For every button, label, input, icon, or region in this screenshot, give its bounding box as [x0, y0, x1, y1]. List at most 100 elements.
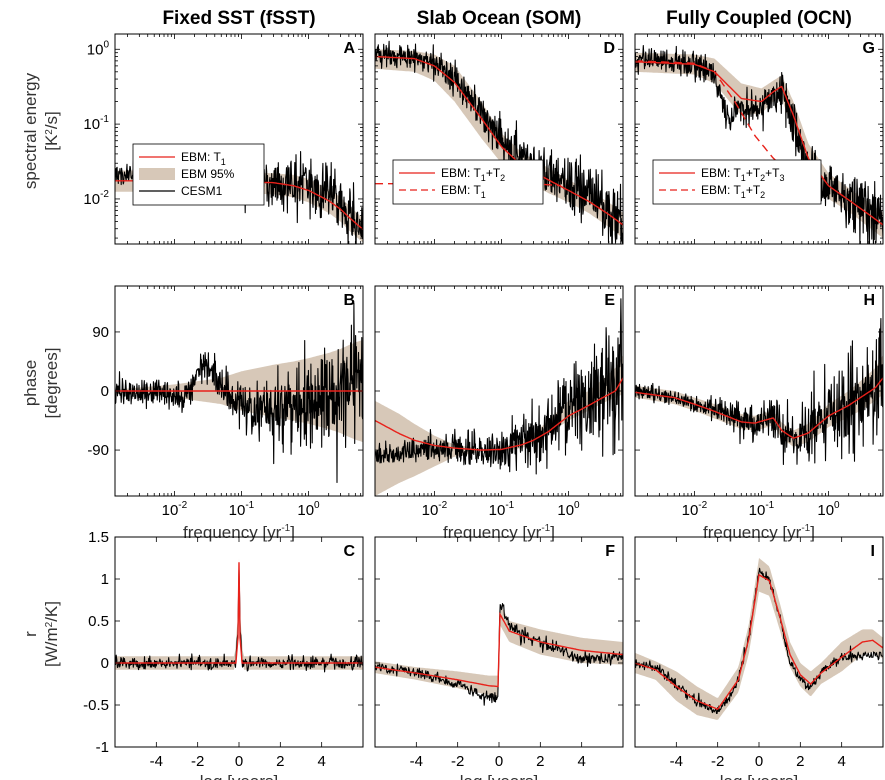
xtick-label-E: 100 [557, 500, 580, 519]
panel-letter-I: I [871, 543, 875, 560]
xtick-label-F: 2 [536, 753, 544, 770]
ytick-label-C: 1 [101, 571, 109, 588]
xtick-label-E: 10-1 [489, 500, 515, 519]
series-cesm1-G [635, 45, 883, 244]
panel-F: F -4 -2 0 2 4 lag [years] [374, 536, 624, 780]
legend-entry-A: CESM1 [181, 184, 223, 198]
legend-entry-D: EBM: T1 [441, 183, 486, 200]
plot-area-I [635, 558, 883, 720]
panel-letter-E: E [604, 292, 615, 309]
ytick-label-C: 1.5 [88, 529, 109, 546]
svg-text:spectral energy: spectral energy [21, 72, 40, 189]
xtick-label-H: 100 [817, 500, 840, 519]
legend-entry-A: EBM: T1 [181, 150, 226, 167]
axes-frame-A [114, 33, 364, 245]
series-cesm1-H [635, 317, 883, 466]
series-ebm-dashed-G [635, 60, 808, 184]
panel-C: C -1 -0.5 0 0.5 1 1.5 -4 -2 0 2 4 lag [years] [83, 529, 364, 780]
panel-letter-A: A [343, 40, 355, 57]
plot-area-G [635, 45, 883, 244]
plot-area-D [375, 40, 623, 244]
plot-area-C [115, 558, 363, 673]
column-title-1: Slab Ocean (SOM) [417, 8, 582, 29]
ylabel-spectral: spectral energy [K2/s] [21, 72, 61, 189]
xtick-label-H: 10-1 [749, 500, 775, 519]
xtick-label-C: -2 [191, 753, 204, 770]
series-band-C [115, 558, 363, 670]
series-ebm-E [375, 377, 623, 451]
legend-entry-G: EBM: T1+T2+T3 [701, 166, 785, 183]
series-band-G [635, 52, 883, 239]
xlabel-lag-I: lag [years] [720, 772, 798, 780]
panel-letter-G: G [863, 40, 875, 57]
legend-entry-D: EBM: T1+T2 [441, 166, 505, 183]
series-ebm-D [375, 55, 623, 226]
legend-entry-A: EBM 95% [181, 167, 235, 181]
xtick-label-F: -4 [410, 753, 423, 770]
ytick-label-C: -1 [96, 739, 109, 756]
svg-text:r: r [21, 631, 40, 637]
panel-letter-H: H [863, 292, 875, 309]
legend-entry-G: EBM: T1+T2 [701, 183, 765, 200]
xtick-label-B: 100 [297, 500, 320, 519]
ylabel-lag: r [W/m2/K] [21, 601, 61, 667]
ytick-label-A: 10-2 [83, 189, 109, 208]
ylabel-phase: phase [degrees] [21, 348, 61, 419]
xlabel-lag-F: lag [years] [460, 772, 538, 780]
row-labels: spectral energy [K2/s] phase [degrees] r [W/m… [21, 72, 61, 667]
xtick-label-F: -2 [451, 753, 464, 770]
xtick-label-B: 10-1 [229, 500, 255, 519]
axes-frame-G [634, 33, 884, 245]
plot-area-H [635, 317, 883, 466]
xtick-label-I: 4 [837, 753, 845, 770]
xtick-label-F: 0 [495, 753, 503, 770]
series-ebm-F [375, 611, 623, 688]
xtick-label-E: 10-2 [422, 500, 448, 519]
svg-text:[degrees]: [degrees] [42, 348, 61, 419]
panel-letter-C: C [343, 543, 355, 560]
xtick-label-I: -4 [670, 753, 683, 770]
column-title-2: Fully Coupled (OCN) [666, 8, 852, 29]
series-cesm1-E [375, 298, 623, 475]
series-cesm1-D [375, 40, 623, 244]
series-cesm1-B [115, 302, 363, 484]
plot-area-F [375, 603, 623, 706]
column-title-0: Fixed SST (fSST) [162, 8, 315, 29]
series-ebm-G [635, 61, 883, 226]
xtick-label-I: 0 [755, 753, 763, 770]
xlabel-lag-C: lag [years] [200, 772, 278, 780]
panel-letter-B: B [343, 292, 355, 309]
xtick-label-B: 10-2 [162, 500, 188, 519]
ytick-label-B: 0 [101, 383, 109, 400]
xtick-label-H: 10-2 [682, 500, 708, 519]
xtick-label-I: -2 [711, 753, 724, 770]
xtick-label-C: -4 [150, 753, 163, 770]
ytick-label-A: 100 [87, 39, 110, 58]
axes-frame-D [374, 33, 624, 245]
panel-I: I -4 -2 0 2 4 lag [years] [634, 536, 884, 780]
xtick-label-C: 2 [276, 753, 284, 770]
ytick-label-B: 90 [92, 324, 109, 341]
xtick-label-C: 0 [235, 753, 243, 770]
series-cesm1-I [635, 567, 883, 714]
svg-text:[K2/s]: [K2/s] [42, 111, 61, 151]
ytick-label-B: -90 [87, 442, 109, 459]
ytick-label-C: 0.5 [88, 613, 109, 630]
series-band-H [635, 354, 883, 447]
svg-text:phase: phase [21, 360, 40, 406]
ytick-label-C: -0.5 [83, 697, 109, 714]
xtick-label-C: 4 [317, 753, 325, 770]
panel-letter-D: D [603, 40, 615, 57]
column-titles: Fixed SST (fSST) Slab Ocean (SOM) Fully Co… [162, 8, 851, 29]
series-ebm-H [635, 377, 883, 439]
series-ebm-C [115, 562, 363, 664]
plot-area-E [375, 298, 623, 496]
